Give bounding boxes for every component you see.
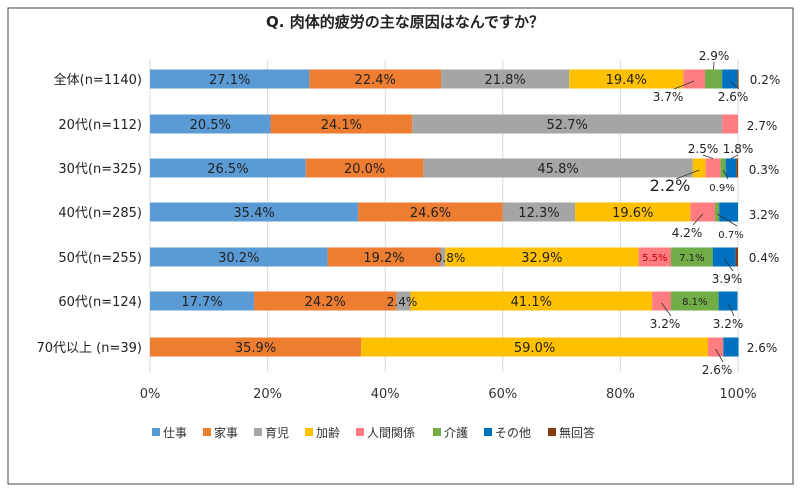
legend-item-加齢: 加齢 — [316, 425, 340, 440]
legend-item-無回答: 無回答 — [559, 425, 595, 440]
data-label: 2.4% — [387, 295, 418, 309]
data-label: 0.4% — [749, 251, 780, 265]
bar-segment-人間関係 — [722, 115, 738, 134]
legend-swatch — [203, 428, 211, 436]
x-tick-label: 60% — [488, 387, 517, 402]
data-label: 1.8% — [723, 142, 754, 156]
x-tick-label: 40% — [371, 387, 400, 402]
bar-segment-人間関係 — [652, 292, 671, 311]
data-label: 0.2% — [750, 73, 781, 87]
data-label: 52.7% — [547, 118, 588, 133]
data-label: 59.0% — [514, 341, 555, 356]
data-label: 30.2% — [218, 251, 259, 266]
category-label: 70代以上 (n=39) — [37, 341, 143, 356]
data-label: 0.3% — [749, 163, 780, 177]
data-label: 17.7% — [181, 295, 222, 310]
bar-segment-介護 — [705, 70, 722, 89]
bar-segment-その他 — [719, 292, 738, 311]
legend-swatch — [305, 428, 313, 436]
data-label: 3.2% — [749, 208, 780, 222]
data-label: 2.6% — [702, 363, 733, 377]
bar-segment-その他 — [713, 248, 736, 267]
data-label: 32.9% — [521, 251, 562, 266]
legend-swatch — [152, 428, 160, 436]
bar-segment-人間関係 — [708, 338, 723, 357]
bar-segment-無回答 — [736, 248, 738, 267]
data-label: 3.9% — [712, 272, 743, 286]
data-label: 24.6% — [410, 206, 451, 221]
data-label: 20.0% — [344, 162, 385, 177]
data-label: 45.8% — [537, 162, 578, 177]
data-label: 21.8% — [484, 73, 525, 88]
category-label: 50代(n=255) — [58, 251, 142, 266]
x-tick-label: 80% — [606, 387, 635, 402]
data-label: 2.2% — [650, 176, 691, 195]
x-tick-label: 0% — [140, 387, 161, 402]
data-label: 24.1% — [321, 118, 362, 133]
bar-segment-加齢 — [693, 159, 706, 178]
data-label: 3.2% — [713, 317, 744, 331]
category-label: 全体(n=1140) — [54, 72, 142, 88]
legend-item-人間関係: 人間関係 — [367, 426, 415, 440]
bar-segment-無回答 — [737, 70, 738, 89]
data-label: 27.1% — [209, 73, 250, 88]
data-label: 2.9% — [699, 49, 730, 63]
bar-segment-人間関係 — [683, 70, 705, 89]
data-label: 20.5% — [190, 118, 231, 133]
data-label: 3.7% — [653, 90, 684, 104]
data-label: 35.9% — [235, 341, 276, 356]
x-tick-label: 20% — [253, 387, 282, 402]
bar-segment-人間関係 — [690, 203, 715, 222]
legend-item-家事: 家事 — [214, 425, 238, 440]
legend-swatch — [254, 428, 262, 436]
bar-segment-介護 — [715, 203, 719, 222]
data-label: 19.4% — [606, 73, 647, 88]
legend-swatch — [433, 428, 441, 436]
data-label: 4.2% — [672, 226, 703, 240]
bar-segment-その他 — [726, 159, 737, 178]
data-label: 0.9% — [709, 183, 734, 194]
data-label: 24.2% — [305, 295, 346, 310]
data-label: 2.5% — [688, 142, 719, 156]
category-label: 40代(n=285) — [58, 206, 142, 221]
data-label: 5.5% — [642, 253, 667, 264]
data-label: 0.7% — [718, 230, 743, 241]
x-tick-label: 100% — [719, 387, 756, 402]
data-label: 26.5% — [207, 162, 248, 177]
data-label: 22.4% — [355, 73, 396, 88]
legend-item-その他: その他 — [495, 426, 531, 440]
bar-segment-人間関係 — [706, 159, 721, 178]
bar-segment-無回答 — [736, 159, 738, 178]
data-label: 19.6% — [612, 206, 653, 221]
data-label: 12.3% — [518, 206, 559, 221]
data-label: 2.6% — [747, 341, 778, 355]
data-label: 7.1% — [679, 253, 704, 264]
data-label: 8.1% — [682, 297, 707, 308]
legend-item-介護: 介護 — [444, 425, 468, 440]
category-label: 20代(n=112) — [58, 118, 142, 133]
legend-item-育児: 育児 — [265, 425, 289, 440]
data-label: 2.6% — [718, 90, 749, 104]
chart-title: Q. 肉体的疲労の主な原因はなんですか？ — [266, 13, 544, 31]
data-label: 35.4% — [233, 206, 274, 221]
data-label: 41.1% — [511, 295, 552, 310]
category-label: 30代(n=325) — [58, 162, 142, 177]
data-label: 3.2% — [650, 317, 681, 331]
data-label: 0.8% — [435, 251, 466, 265]
bar-segment-介護 — [720, 159, 725, 178]
legend-item-仕事: 仕事 — [163, 426, 187, 440]
legend-swatch — [484, 428, 492, 436]
data-label: 19.2% — [363, 251, 404, 266]
legend-swatch — [548, 428, 556, 436]
category-label: 60代(n=124) — [58, 295, 142, 310]
bar-segment-その他 — [719, 203, 738, 222]
legend-swatch — [356, 428, 364, 436]
bar-segment-その他 — [723, 338, 738, 357]
data-label: 2.7% — [747, 119, 778, 133]
